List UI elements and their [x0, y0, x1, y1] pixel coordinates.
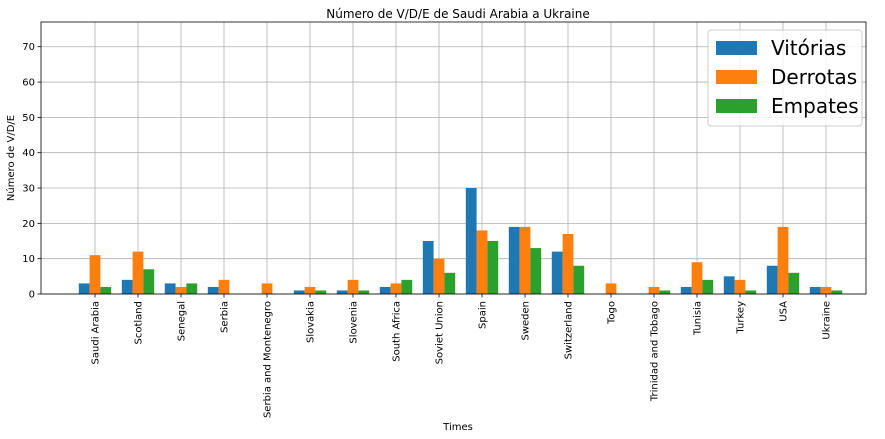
- y-tick-label: 10: [22, 254, 35, 265]
- x-tick-label: Spain: [478, 301, 489, 329]
- bar: [304, 286, 316, 294]
- legend: Vitórias Derrotas Empates: [707, 29, 863, 127]
- bar: [809, 286, 821, 294]
- x-tick-label: Slovakia: [306, 301, 317, 343]
- bar: [723, 276, 735, 294]
- legend-swatch: [716, 41, 757, 55]
- bar: [508, 226, 520, 294]
- x-axis-title: Times: [442, 422, 473, 433]
- bar: [379, 286, 391, 294]
- legend-label: Empates: [771, 94, 859, 118]
- y-tick-label: 0: [29, 290, 35, 301]
- chart-title: Número de V/D/E de Saudi Arabia a Ukrain…: [326, 7, 590, 21]
- x-tick-label: South Africa: [392, 301, 403, 362]
- bar: [261, 283, 273, 294]
- bar: [745, 290, 757, 294]
- bar: [336, 290, 348, 294]
- bar: [519, 226, 531, 294]
- bar: [78, 283, 90, 294]
- y-tick-label: 30: [22, 184, 35, 195]
- bar: [315, 290, 327, 294]
- bar: [530, 248, 542, 294]
- bar: [788, 272, 800, 294]
- x-tick-label: Sweden: [521, 301, 532, 341]
- bar: [820, 286, 832, 294]
- bar: [691, 262, 703, 294]
- x-tick-label: Tunisia: [693, 301, 704, 336]
- x-tick-label: Ukraine: [822, 301, 833, 340]
- bar: [390, 283, 402, 294]
- bar: [444, 272, 456, 294]
- y-tick-label: 40: [22, 148, 35, 159]
- bar: [401, 279, 413, 294]
- bar: [293, 290, 305, 294]
- x-tick-label: Saudi Arabia: [91, 301, 102, 364]
- x-tick-label: Scotland: [134, 301, 145, 344]
- y-axis: 0 10 20 30 40 50 60 70: [22, 42, 41, 301]
- bar: [347, 279, 359, 294]
- x-tick-label: Serbia: [220, 301, 231, 333]
- bar: [175, 286, 187, 294]
- legend-swatch: [716, 99, 757, 113]
- grid-layer: [41, 22, 866, 295]
- bar: [132, 251, 144, 294]
- bar: [680, 286, 692, 294]
- x-tick-label: Turkey: [736, 301, 747, 335]
- x-tick-label: Slovenia: [349, 301, 360, 344]
- x-tick-label: Switzerland: [564, 301, 575, 359]
- bar: [562, 233, 574, 294]
- x-tick-label: Serbia and Montenegro: [263, 301, 274, 418]
- bar: [358, 290, 370, 294]
- bar: [218, 279, 230, 294]
- bar: [659, 290, 671, 294]
- bar: [702, 279, 714, 294]
- bar: [121, 279, 133, 294]
- bar: [476, 230, 488, 294]
- x-axis: Saudi Arabia Scotland Senegal Serbia Serbia …: [91, 294, 833, 418]
- bar: [734, 279, 746, 294]
- plot-frame: [40, 21, 867, 295]
- bar: [551, 251, 563, 294]
- bar: [89, 255, 101, 294]
- bar: [573, 265, 585, 294]
- x-tick-label: Togo: [607, 301, 618, 325]
- x-tick-label: USA: [779, 301, 790, 322]
- bar: [487, 241, 499, 294]
- x-tick-label: Senegal: [177, 301, 188, 341]
- legend-label: Vitórias: [771, 36, 846, 60]
- y-axis-title: Número de V/D/E: [5, 115, 17, 201]
- legend-swatch: [716, 70, 757, 84]
- bar: [766, 265, 778, 294]
- bar: [777, 226, 789, 294]
- bar: [186, 283, 198, 294]
- bars-layer: [78, 188, 843, 294]
- bar: [605, 283, 617, 294]
- x-tick-label: Soviet Union: [435, 301, 446, 364]
- bar: [648, 286, 660, 294]
- bar: [207, 286, 219, 294]
- bar: [422, 241, 434, 294]
- legend-label: Derrotas: [771, 65, 857, 89]
- x-tick-label: Trinidad and Tobago: [650, 301, 661, 402]
- y-tick-label: 60: [22, 78, 35, 89]
- bar: [100, 286, 112, 294]
- bar: [143, 269, 155, 294]
- y-tick-label: 70: [22, 42, 35, 53]
- y-tick-label: 20: [22, 219, 35, 230]
- bar: [164, 283, 176, 294]
- y-tick-label: 50: [22, 113, 35, 124]
- bar: [465, 188, 477, 294]
- bar: [831, 290, 843, 294]
- bar: [433, 258, 445, 294]
